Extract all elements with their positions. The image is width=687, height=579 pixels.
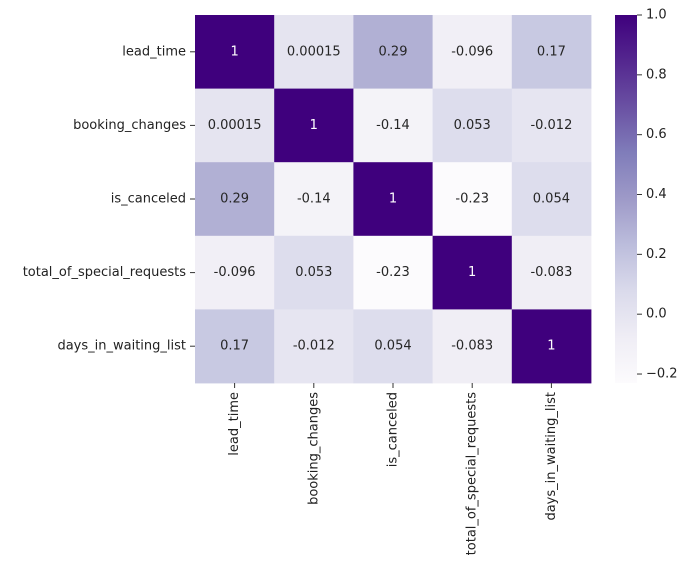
heatmap-cell xyxy=(353,88,433,163)
y-tick-label: total_of_special_requests xyxy=(23,265,187,280)
heatmap-cell xyxy=(274,88,354,163)
heatmap-cell xyxy=(195,15,275,89)
heatmap-cell xyxy=(353,15,433,89)
cell-annotation: 1 xyxy=(230,44,238,59)
heatmap-cell xyxy=(511,162,592,237)
colorbar: −0.2 0.0 0.2 0.4 0.6 0.8 1.0 xyxy=(615,8,678,383)
heatmap-cell xyxy=(353,162,433,237)
cell-annotation: 1 xyxy=(389,192,397,207)
heatmap-cell xyxy=(432,15,513,89)
cell-annotation: 0.00015 xyxy=(287,44,341,59)
colorbar-tick-label: 0.2 xyxy=(646,247,667,262)
heatmap-cell xyxy=(511,309,592,384)
cell-annotation: 0.17 xyxy=(220,339,249,354)
x-tick-label: lead_time xyxy=(227,392,242,456)
cell-annotation: 1 xyxy=(468,265,476,280)
colorbar-tick-label: −0.2 xyxy=(646,367,678,382)
cell-annotation: -0.083 xyxy=(530,265,572,280)
cell-annotation: -0.14 xyxy=(297,192,331,207)
cell-annotation: 0.29 xyxy=(220,192,249,207)
heatmap-cells: 1 0.00015 0.29 -0.096 0.17 0.00015 1 -0.14 0.053… xyxy=(195,15,592,384)
cell-annotation: -0.096 xyxy=(214,265,256,280)
x-tick-label: booking_changes xyxy=(306,392,321,505)
row-labels: lead_time booking_changes is_canceledtotal… xyxy=(23,44,195,354)
cell-annotation: 1 xyxy=(310,118,318,133)
cell-annotation: -0.012 xyxy=(530,118,572,133)
cell-annotation: -0.14 xyxy=(376,118,410,133)
heatmap-cell xyxy=(274,235,354,310)
heatmap-cell xyxy=(432,162,513,237)
column-labels: lead_time booking_changes is_canceled total… xyxy=(227,383,559,555)
cell-annotation: 0.29 xyxy=(379,44,408,59)
cell-annotation: 0.053 xyxy=(454,118,491,133)
y-tick-label: lead_time xyxy=(122,44,186,59)
heatmap-cell xyxy=(274,309,354,384)
heatmap-cell xyxy=(195,235,275,310)
cell-annotation: 0.054 xyxy=(374,339,411,354)
cell-annotation: 0.17 xyxy=(537,44,566,59)
heatmap-cell xyxy=(195,309,275,384)
cell-annotation: 0.053 xyxy=(295,265,332,280)
colorbar-gradient xyxy=(615,15,637,383)
cell-annotation: -0.012 xyxy=(293,339,335,354)
cell-annotation: -0.083 xyxy=(451,339,493,354)
x-tick-label: total_of_special_requests xyxy=(465,392,480,556)
heatmap-cell xyxy=(353,235,433,310)
heatmap-cell xyxy=(432,309,513,384)
y-tick-label: booking_changes xyxy=(73,118,186,133)
heatmap-cell xyxy=(432,88,513,163)
colorbar-tick-label: 0.4 xyxy=(646,187,667,202)
colorbar-tick-label: 0.0 xyxy=(646,307,667,322)
cell-annotation: -0.23 xyxy=(455,192,489,207)
cell-annotation: -0.23 xyxy=(376,265,410,280)
cell-annotation: -0.096 xyxy=(451,44,493,59)
x-tick-label: days_in_waiting_list xyxy=(544,392,559,521)
heatmap-cell xyxy=(195,162,275,237)
colorbar-tick-label: 1.0 xyxy=(646,8,667,23)
heatmap-cell xyxy=(274,162,354,237)
heatmap-cell xyxy=(511,235,592,310)
heatmap-cell xyxy=(274,15,354,89)
heatmap-cell xyxy=(511,88,592,163)
heatmap-cell xyxy=(511,15,592,89)
heatmap-cell xyxy=(195,88,275,163)
cell-annotation: 0.00015 xyxy=(208,118,262,133)
heatmap-cell xyxy=(353,309,433,384)
cell-annotation: 0.054 xyxy=(533,192,570,207)
colorbar-tick-label: 0.8 xyxy=(646,67,667,82)
heatmap-cell xyxy=(432,235,513,310)
y-tick-label: is_canceled xyxy=(111,192,186,207)
colorbar-tick-label: 0.6 xyxy=(646,127,667,142)
cell-annotation: 1 xyxy=(547,339,555,354)
x-tick-label: is_canceled xyxy=(386,392,401,467)
y-tick-label: days_in_waiting_list xyxy=(57,339,186,354)
